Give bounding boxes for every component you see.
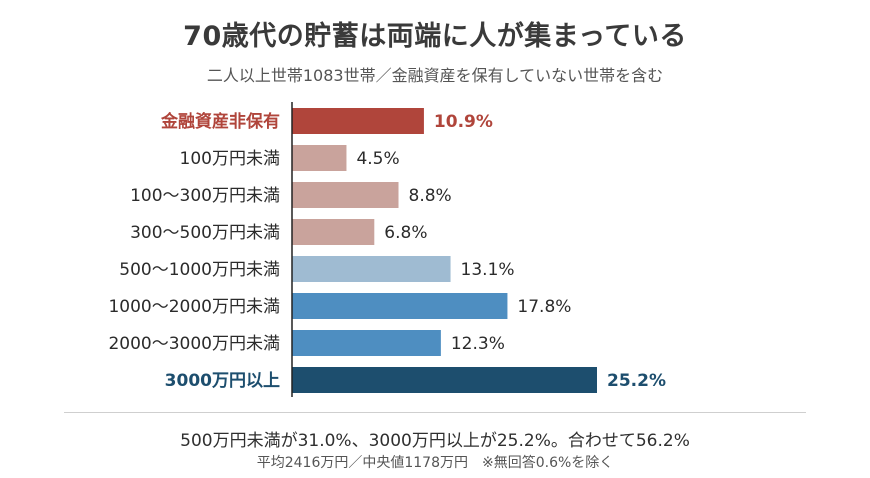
chart-subtitle: 二人以上世帯1083世帯／金融資産を保有していない世帯を含む — [206, 66, 664, 85]
category-label-4: 500～1000万円未満 — [119, 260, 280, 280]
category-label-2: 100～300万円未満 — [130, 186, 280, 206]
summary-note: 500万円未満が31.0%、3000万円以上が25.2%。合わせて56.2% — [180, 431, 690, 451]
value-label-2: 8.8% — [409, 186, 452, 206]
value-label-1: 4.5% — [356, 149, 399, 169]
bar-7 — [292, 367, 597, 393]
footnote: 平均2416万円／中央値1178万円 ※無回答0.6%を除く — [256, 455, 614, 471]
value-label-4: 13.1% — [461, 260, 515, 280]
category-label-6: 2000～3000万円未満 — [108, 334, 280, 354]
bar-5 — [292, 293, 508, 319]
category-label-0: 金融資産非保有 — [160, 111, 280, 132]
bar-3 — [292, 219, 375, 245]
category-label-1: 100万円未満 — [180, 149, 280, 169]
bar-0 — [292, 108, 424, 134]
divider-line — [64, 412, 806, 413]
value-label-3: 6.8% — [384, 223, 427, 243]
category-label-5: 1000～2000万円未満 — [108, 297, 280, 317]
bar-2 — [292, 182, 399, 208]
bar-4 — [292, 256, 451, 282]
category-label-7: 3000万円以上 — [165, 371, 280, 391]
value-label-0: 10.9% — [434, 112, 493, 132]
bar-6 — [292, 330, 441, 356]
value-label-5: 17.8% — [517, 297, 571, 317]
value-label-6: 12.3% — [451, 334, 505, 354]
value-label-7: 25.2% — [607, 371, 666, 391]
bar-1 — [292, 145, 347, 171]
category-label-3: 300～500万円未満 — [130, 223, 280, 243]
chart-title: 70歳代の貯蓄は両端に人が集まっている — [183, 21, 687, 52]
